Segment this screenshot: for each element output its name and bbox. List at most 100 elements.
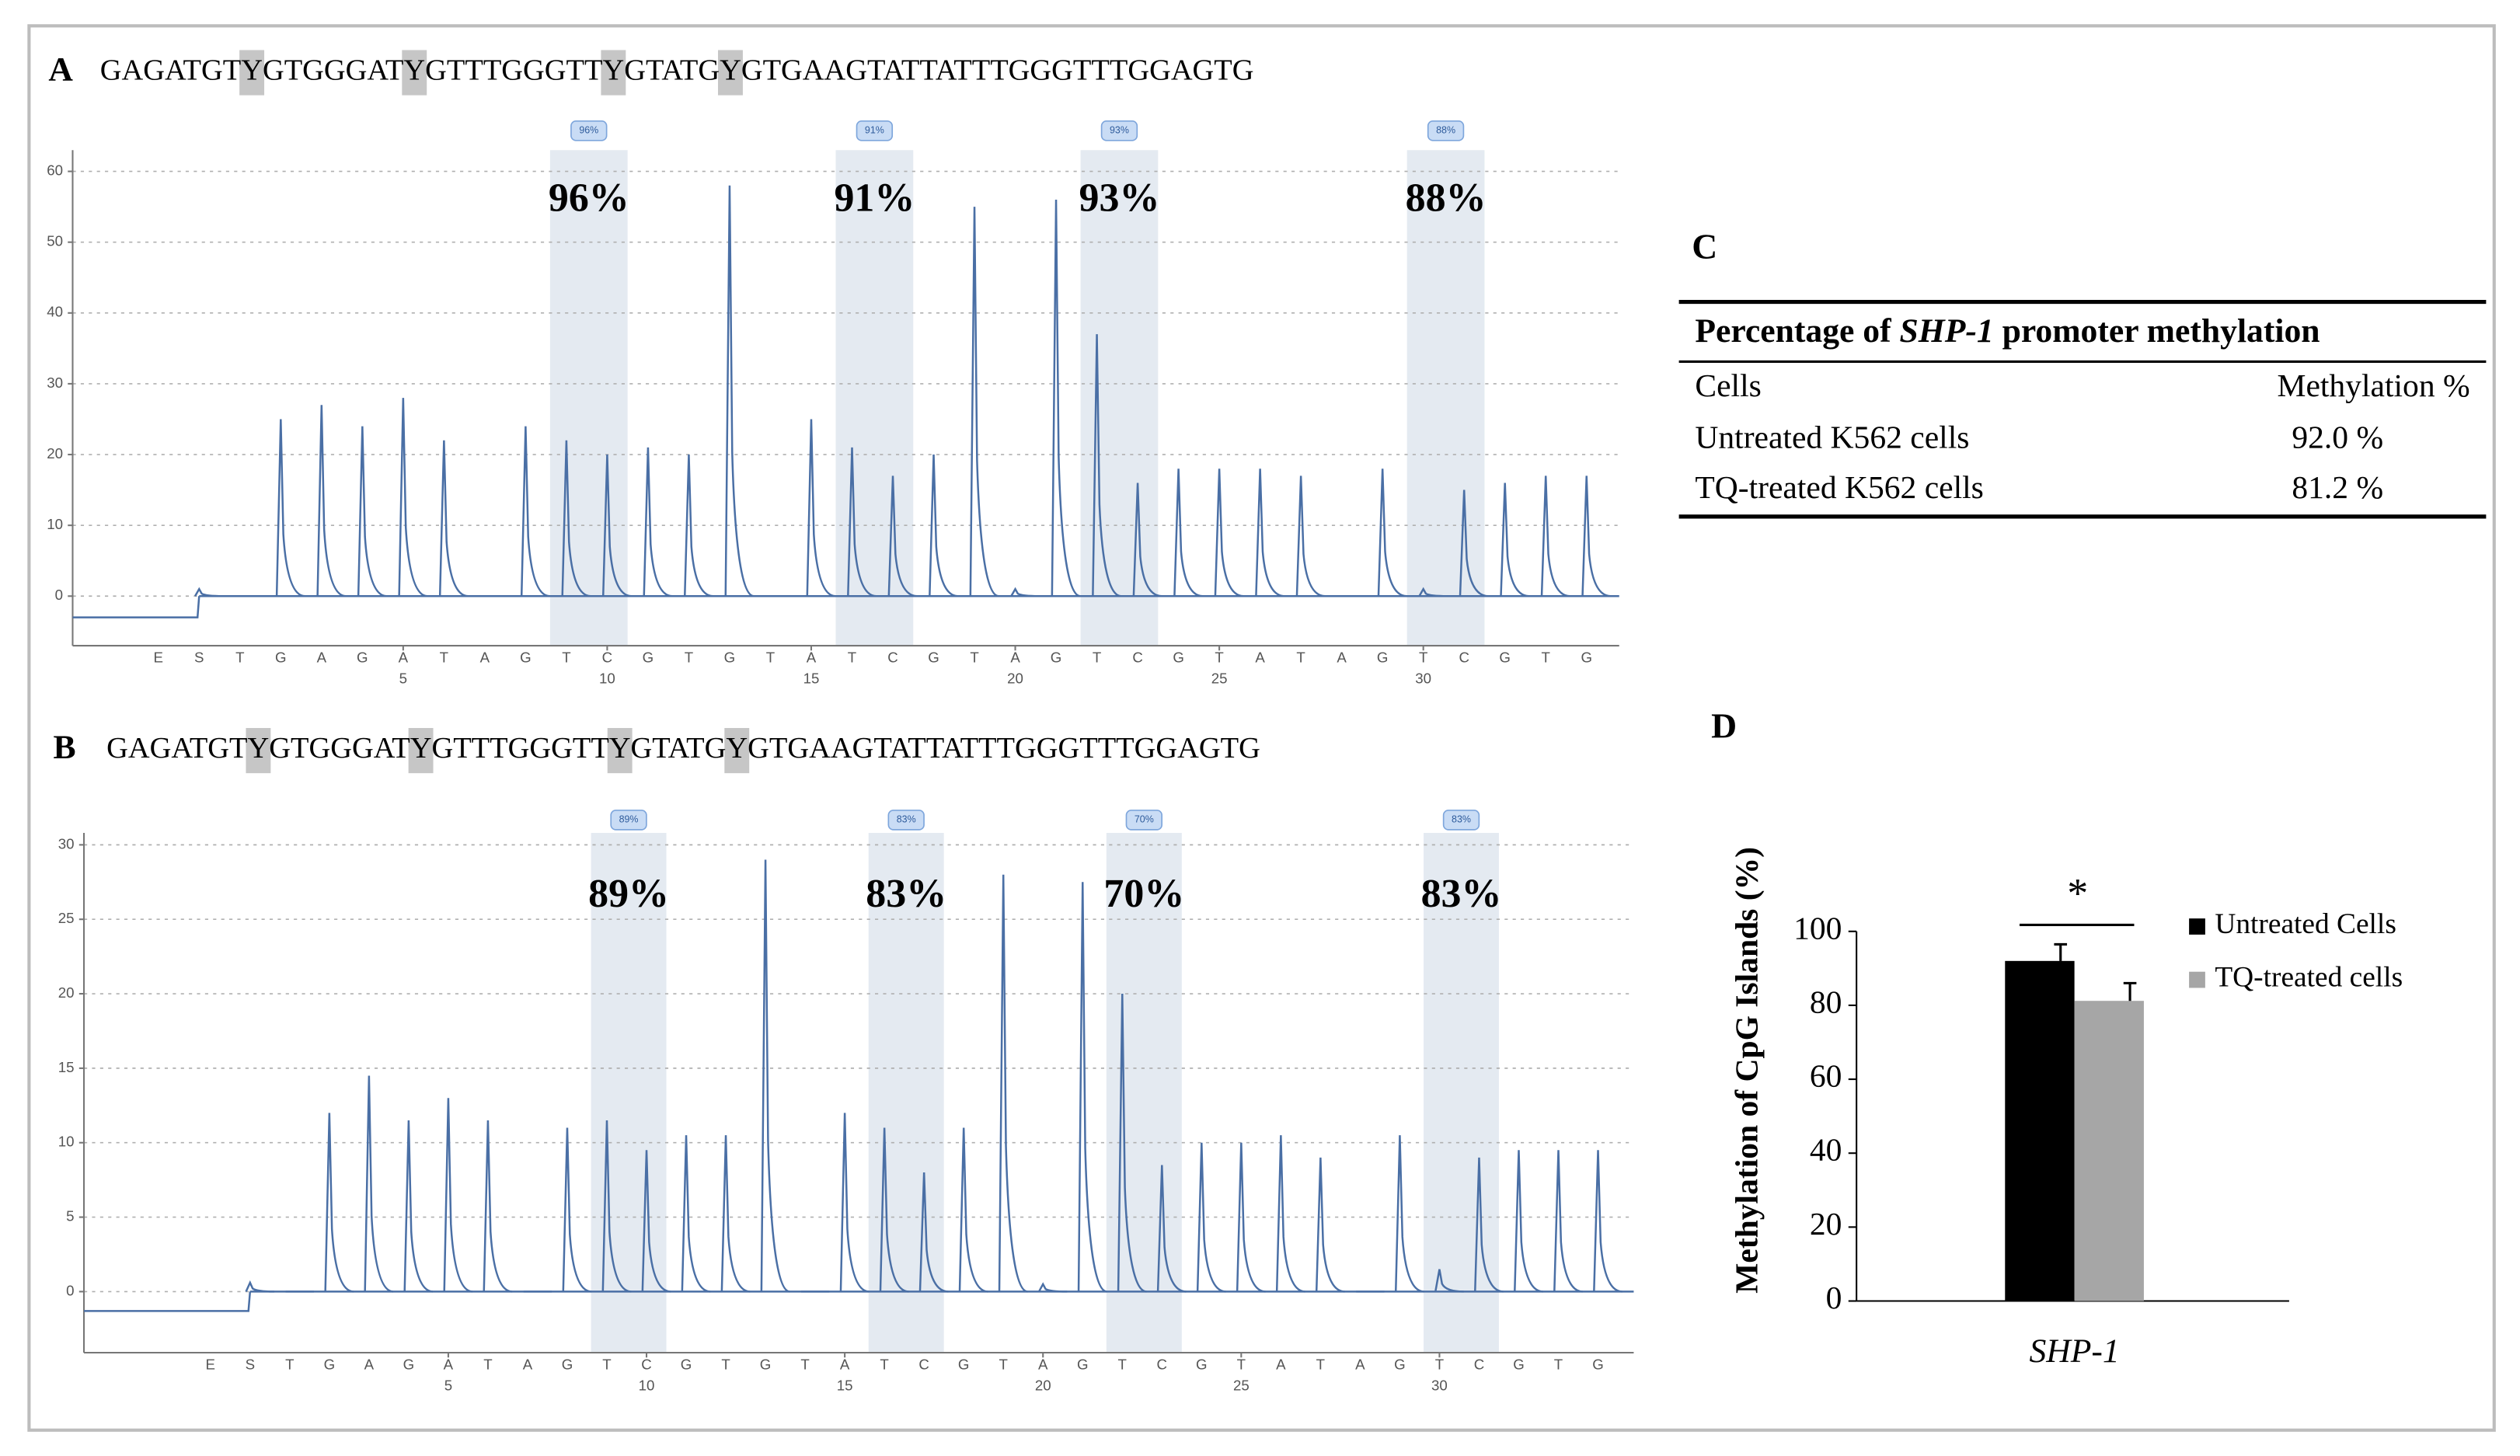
- dispensation-label: A: [1355, 1357, 1365, 1373]
- dispensation-label: A: [1276, 1357, 1286, 1373]
- badge-label: 96%: [579, 125, 598, 136]
- dispensation-label: T: [1118, 1357, 1127, 1373]
- peak: [316, 405, 347, 597]
- dispensation-label: T: [1419, 650, 1427, 666]
- dispensation-label: T: [602, 1357, 611, 1373]
- cpg-region: [1406, 150, 1485, 646]
- sequence-part: GTTTGGGTT: [431, 732, 608, 765]
- cpg-site: Y: [410, 732, 432, 765]
- panel-label: B: [54, 729, 76, 766]
- peak: [601, 455, 632, 597]
- dispensation-label: T: [766, 650, 775, 666]
- peak: [724, 185, 755, 597]
- peak: [1037, 1282, 1068, 1293]
- peak: [998, 874, 1028, 1293]
- peak: [1315, 1157, 1345, 1293]
- x-tick-label: 5: [399, 671, 407, 687]
- cpg-site: Y: [609, 732, 631, 765]
- y-tick-label: 60: [1810, 1058, 1842, 1094]
- peak: [1394, 1135, 1424, 1293]
- dispensation-label: A: [1038, 1357, 1048, 1373]
- dispensation-label: A: [1010, 650, 1020, 666]
- error-bar: [2054, 942, 2068, 961]
- x-tick-label: 30: [1415, 671, 1431, 687]
- x-tick-label: 30: [1431, 1378, 1448, 1394]
- cpg-region: [1080, 150, 1159, 646]
- y-tick-label: 30: [58, 835, 75, 852]
- cpg-highlight: [607, 728, 633, 774]
- x-tick-label: SHP-1: [2029, 1332, 2119, 1370]
- dispensation-label: C: [918, 1357, 929, 1373]
- dispensation-label: T: [1542, 650, 1550, 666]
- x-tick-label: 25: [1233, 1378, 1250, 1394]
- dispensation-label: G: [403, 1357, 415, 1373]
- dispensation-label: G: [562, 1357, 573, 1373]
- peak: [1051, 200, 1081, 597]
- dispensation-label: T: [880, 1357, 888, 1373]
- peak: [561, 440, 591, 597]
- peak: [275, 419, 305, 597]
- methylation-label: 83%: [1421, 872, 1502, 916]
- dispensation-label: C: [602, 650, 613, 666]
- peak: [1236, 1142, 1266, 1293]
- peak: [403, 1120, 434, 1293]
- y-tick-label: 5: [66, 1208, 74, 1224]
- peak: [847, 447, 877, 597]
- cpg-region: [835, 150, 914, 646]
- y-tick-label: 15: [58, 1059, 75, 1075]
- methylation-label: 70%: [1103, 872, 1184, 916]
- dispensation-label: G: [1173, 650, 1184, 666]
- dispensation-label: T: [440, 650, 448, 666]
- peak: [684, 455, 713, 597]
- dispensation-label: C: [1157, 1357, 1168, 1373]
- dispensation-label: S: [194, 650, 204, 666]
- badge: [887, 810, 925, 831]
- badge: [1442, 810, 1480, 831]
- peak: [1553, 1150, 1583, 1293]
- title-part: promoter methylation: [1994, 312, 2320, 350]
- sequence: GAGATGTYGTGGGATYGTTTGGGTTYGTATGYGTGAAGTA…: [106, 732, 1260, 765]
- peak: [438, 440, 469, 597]
- sequence-part: GTTTGGGTT: [425, 54, 602, 86]
- dispensation-label: G: [681, 1357, 692, 1373]
- peak: [245, 1280, 274, 1293]
- badge-label: 83%: [1452, 814, 1471, 825]
- peak: [1077, 882, 1107, 1293]
- peak: [887, 475, 918, 597]
- peak: [520, 426, 550, 597]
- enzyme-signal: [84, 1291, 252, 1312]
- dispensation-label: A: [840, 1357, 850, 1373]
- peak: [1214, 468, 1244, 597]
- dispensation-label: T: [1237, 1357, 1246, 1373]
- y-tick-label: 80: [1810, 984, 1842, 1019]
- significance-marker: *: [2067, 870, 2088, 917]
- table-header: Cells: [1695, 367, 1761, 403]
- y-tick-label: 40: [1810, 1132, 1842, 1168]
- dispensation-label: G: [1499, 650, 1511, 666]
- dispensation-label: C: [887, 650, 898, 666]
- dispensation-label: G: [1581, 650, 1592, 666]
- sequence-part: GTGAAGTATTATTTGGGTTTGGAGTG: [748, 732, 1260, 765]
- dispensation-label: T: [285, 1357, 294, 1373]
- badge-label: 89%: [619, 814, 639, 825]
- y-tick-label: 40: [47, 304, 63, 320]
- y-axis-label: Methylation of CpG Islands (%): [1729, 847, 1765, 1294]
- panel-label: C: [1692, 227, 1717, 266]
- x-tick-label: 25: [1211, 671, 1228, 687]
- peak: [1459, 489, 1489, 597]
- dispensation-label: G: [1377, 650, 1389, 666]
- panel-label: A: [48, 51, 73, 89]
- dispensation-label: T: [1554, 1357, 1563, 1373]
- cpg-region: [549, 150, 628, 646]
- dispensation-label: T: [235, 650, 244, 666]
- y-tick-label: 10: [47, 516, 63, 532]
- peak: [443, 1098, 473, 1293]
- badge: [570, 120, 608, 141]
- x-tick-label: 15: [837, 1378, 853, 1394]
- dispensation-label: A: [1255, 650, 1265, 666]
- badge-label: 83%: [897, 814, 916, 825]
- dispensation-label: T: [970, 650, 978, 666]
- cpg-highlight: [408, 728, 434, 774]
- cpg-site: Y: [720, 54, 741, 86]
